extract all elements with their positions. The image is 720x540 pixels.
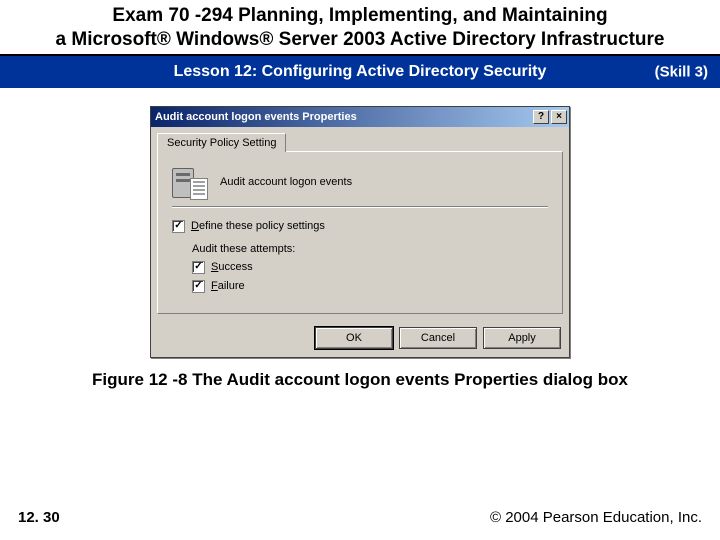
- cancel-button[interactable]: Cancel: [399, 327, 477, 349]
- figure-caption: Figure 12 -8 The Audit account logon eve…: [0, 370, 720, 390]
- attempts-label: Audit these attempts:: [192, 243, 548, 255]
- success-label: Success: [211, 261, 253, 273]
- lesson-text: Lesson 12: Configuring Active Directory …: [174, 63, 547, 81]
- policy-name: Audit account logon events: [220, 176, 352, 188]
- failure-row[interactable]: Failure: [192, 280, 548, 293]
- dialog-area: Audit account logon events Properties ? …: [0, 88, 720, 366]
- define-policy-checkbox[interactable]: [172, 220, 185, 233]
- define-policy-label: Define these policy settings: [191, 220, 325, 232]
- page-number: 12. 30: [18, 509, 60, 526]
- separator: [172, 206, 548, 208]
- success-row[interactable]: Success: [192, 261, 548, 274]
- skill-tag: (Skill 3): [655, 63, 708, 80]
- tab-strip: Security Policy Setting: [151, 127, 569, 152]
- apply-button[interactable]: Apply: [483, 327, 561, 349]
- ok-button[interactable]: OK: [315, 327, 393, 349]
- properties-dialog: Audit account logon events Properties ? …: [150, 106, 570, 358]
- define-policy-row[interactable]: Define these policy settings: [172, 220, 548, 233]
- policy-header: Audit account logon events: [172, 164, 548, 200]
- copyright: © 2004 Pearson Education, Inc.: [490, 509, 702, 526]
- slide-title-line2: a Microsoft® Windows® Server 2003 Active…: [56, 29, 665, 50]
- button-row: OK Cancel Apply: [151, 321, 569, 357]
- policy-icon: [172, 164, 208, 200]
- tab-panel: Audit account logon events Define these …: [157, 151, 563, 314]
- lesson-bar: Lesson 12: Configuring Active Directory …: [0, 54, 720, 88]
- slide-title: Exam 70 -294 Planning, Implementing, and…: [0, 0, 720, 54]
- close-button[interactable]: ×: [551, 110, 567, 124]
- titlebar[interactable]: Audit account logon events Properties ? …: [151, 107, 569, 127]
- success-checkbox[interactable]: [192, 261, 205, 274]
- footer: 12. 30 © 2004 Pearson Education, Inc.: [0, 509, 720, 526]
- tab-security-policy-setting[interactable]: Security Policy Setting: [157, 133, 286, 152]
- failure-label: Failure: [211, 280, 245, 292]
- slide-title-line1: Exam 70 -294 Planning, Implementing, and…: [112, 5, 607, 26]
- failure-checkbox[interactable]: [192, 280, 205, 293]
- help-button[interactable]: ?: [533, 110, 549, 124]
- dialog-title: Audit account logon events Properties: [155, 111, 531, 123]
